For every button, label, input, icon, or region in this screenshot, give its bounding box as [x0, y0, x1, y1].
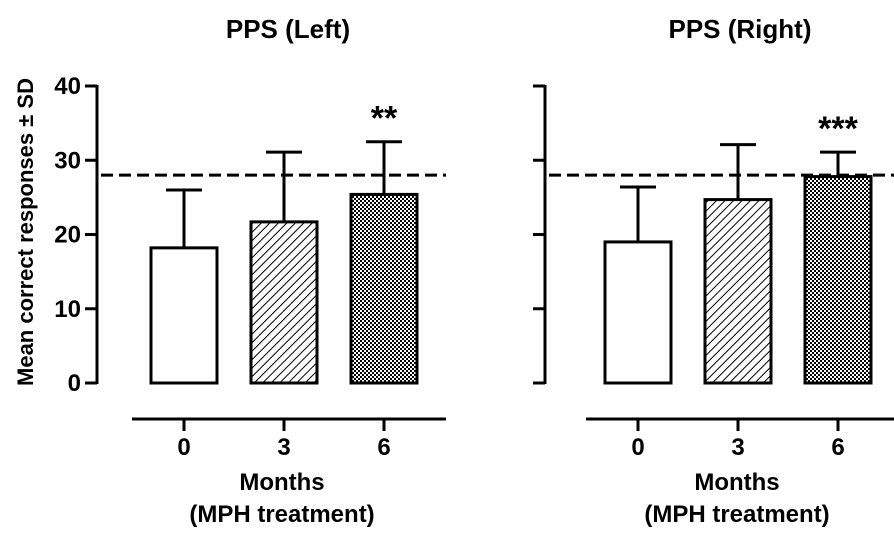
- y-tick-label: 10: [54, 296, 81, 323]
- x-axis-label-line1: Months: [694, 469, 779, 496]
- bar: [703, 198, 773, 385]
- x-tick-label: 3: [277, 434, 290, 461]
- x-tick-label: 3: [731, 434, 744, 461]
- chart-title: PPS (Right): [669, 14, 812, 44]
- x-tick-label: 0: [177, 434, 190, 461]
- x-axis-label-line1: Months: [239, 469, 324, 496]
- bar: [803, 175, 873, 385]
- chart-title: PPS (Left): [226, 14, 350, 44]
- y-axis-label: Mean correct responses ± SD: [13, 78, 38, 386]
- bar: [249, 220, 319, 385]
- chart-panel-2: PPS (Right) *** 0 3 6 Months (MPH treatment): [533, 14, 894, 528]
- bar: [149, 246, 219, 385]
- bar: [349, 192, 419, 385]
- x-axis-label-line2: (MPH treatment): [644, 501, 829, 528]
- y-tick-label: 40: [54, 73, 81, 100]
- x-tick-label: 0: [631, 434, 644, 461]
- x-axis-label-line2: (MPH treatment): [189, 501, 374, 528]
- chart-panel-1: PPS (Left) 0 10 20 30 40 ** 0 3 6 Months (MPH treat…: [54, 14, 446, 528]
- x-tick-label: 6: [377, 434, 390, 461]
- y-tick-label: 30: [54, 147, 81, 174]
- significance-marker: ***: [818, 110, 858, 148]
- y-tick-label: 20: [54, 222, 81, 249]
- significance-marker: **: [371, 100, 398, 138]
- y-tick-label: 0: [68, 370, 81, 397]
- bar: [603, 240, 673, 385]
- x-tick-label: 6: [831, 434, 844, 461]
